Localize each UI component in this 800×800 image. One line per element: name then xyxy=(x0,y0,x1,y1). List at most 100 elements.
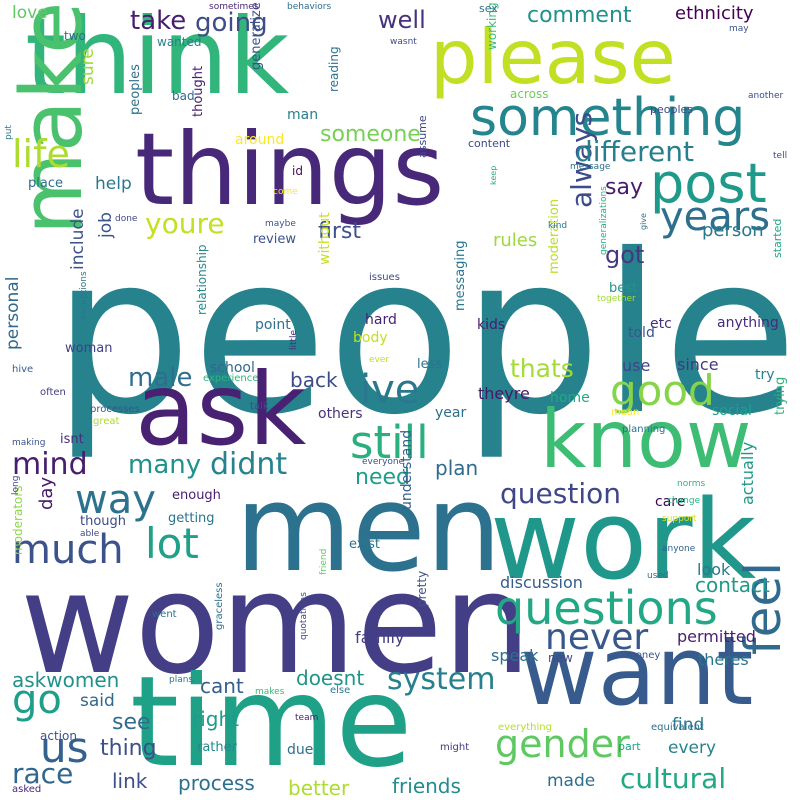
word-quotations: quotations xyxy=(299,592,309,640)
word-might: might xyxy=(440,742,470,753)
word-woman: woman xyxy=(65,341,113,356)
word-told: told xyxy=(628,325,655,341)
word-hard: hard xyxy=(365,312,397,328)
word-though: though xyxy=(80,514,127,529)
word-exist: exist xyxy=(349,537,380,552)
word-norms: norms xyxy=(677,479,706,489)
word-support: support xyxy=(662,514,697,524)
word-able: able xyxy=(80,529,100,539)
word-every: every xyxy=(668,738,717,758)
word-point: point xyxy=(255,317,291,333)
word-put: put xyxy=(4,125,14,140)
word-right: right xyxy=(192,707,239,731)
word-generalizations: generalizations xyxy=(599,186,609,255)
word-thing: thing xyxy=(100,736,157,761)
word-personal: personal xyxy=(3,276,23,350)
word-first: first xyxy=(318,219,361,244)
word-anything: anything xyxy=(717,315,779,331)
word-way: way xyxy=(75,477,156,523)
word-thats: thats xyxy=(510,354,574,383)
word-school: school xyxy=(210,360,255,376)
word-without: without xyxy=(317,212,333,265)
word-relationship: relationship xyxy=(195,244,209,315)
word-got: got xyxy=(605,241,645,269)
word-body: body xyxy=(353,330,388,346)
word-things: things xyxy=(135,111,445,228)
word-place: place xyxy=(28,176,63,191)
word-together: together xyxy=(597,294,636,304)
word-say: say xyxy=(605,175,643,200)
word-good: good xyxy=(610,366,715,415)
word-back: back xyxy=(290,368,338,392)
word-new: new xyxy=(548,651,573,665)
word-planning: planning xyxy=(622,424,666,435)
word-little: little xyxy=(289,329,299,350)
word-asked: asked xyxy=(12,784,42,795)
word-id: id xyxy=(292,164,303,178)
word-done: done xyxy=(115,214,138,224)
word-kids: kids xyxy=(477,317,506,333)
word-equivalent: equivalent xyxy=(651,722,704,733)
word-lot: lot xyxy=(145,519,199,568)
word-work: work xyxy=(490,476,757,604)
word-makes: makes xyxy=(255,687,285,697)
word-everything: everything xyxy=(498,722,552,733)
word-plan: plan xyxy=(435,456,479,480)
word-processes: processes xyxy=(90,404,140,415)
word-help: help xyxy=(95,174,132,194)
word-else: else xyxy=(330,685,351,696)
word-person: person xyxy=(702,220,764,241)
word-content: content xyxy=(468,137,511,150)
word-still: still xyxy=(350,416,429,469)
word-men: men xyxy=(235,460,502,599)
word-use: use xyxy=(622,356,651,375)
word-better: better xyxy=(288,776,350,800)
word-see: see xyxy=(112,710,151,735)
word-family: family xyxy=(355,628,405,647)
word-ever: ever xyxy=(369,355,390,365)
word-never: never xyxy=(545,617,649,658)
word-made: made xyxy=(547,771,596,791)
word-messaging: messaging xyxy=(453,240,468,311)
word-come: come xyxy=(273,187,298,197)
word-process: process xyxy=(178,771,255,795)
word-different: different xyxy=(575,135,694,168)
word-gender: gender xyxy=(495,722,630,766)
word-sex: sex xyxy=(479,2,498,15)
word-time: time xyxy=(130,650,413,795)
word-going: going xyxy=(195,8,268,38)
word-talk: talk xyxy=(250,401,269,412)
word-many: many xyxy=(128,450,202,480)
word-wanted: wanted xyxy=(157,35,202,49)
word-ethnicity: ethnicity xyxy=(675,3,754,24)
word-try: try xyxy=(755,367,775,383)
word-friend: friend xyxy=(319,548,329,575)
word-years: years xyxy=(660,194,771,240)
word-wasnt: wasnt xyxy=(390,37,417,47)
word-mind: mind xyxy=(12,447,88,482)
word-across: across xyxy=(510,87,549,101)
word-sure: sure xyxy=(78,48,98,85)
word-cant: cant xyxy=(200,674,244,698)
word-male: male xyxy=(128,363,193,393)
word-youre: youre xyxy=(145,207,225,240)
word-kind: kind xyxy=(548,221,568,231)
word-issues: issues xyxy=(369,272,400,283)
word-questions: questions xyxy=(495,581,718,635)
word-part: part xyxy=(618,740,641,753)
word-want: want xyxy=(520,617,754,727)
word-started: started xyxy=(771,218,784,258)
word-pretty: pretty xyxy=(415,570,429,607)
word-getting: getting xyxy=(168,511,215,526)
word-message: message xyxy=(570,162,611,172)
word-rather: rather xyxy=(197,740,237,755)
word-great: great xyxy=(93,416,120,427)
word-around: around xyxy=(235,132,285,148)
word-everyone: everyone xyxy=(362,457,405,467)
word-women: women xyxy=(20,543,532,706)
word-something: something xyxy=(470,88,746,148)
word-know: know xyxy=(540,393,752,486)
word-rules: rules xyxy=(493,230,538,251)
word-mean: mean xyxy=(611,407,640,418)
word-post: post xyxy=(650,152,767,215)
